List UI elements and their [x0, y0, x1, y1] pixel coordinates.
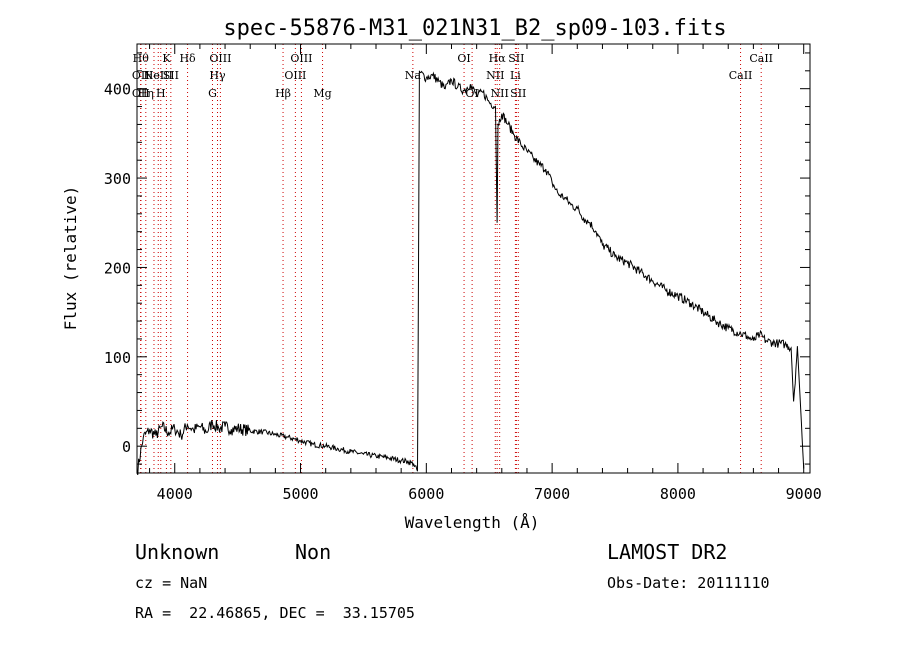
- chart-title: spec-55876-M31_021N31_B2_sp09-103.fits: [223, 16, 726, 41]
- x-axis-label: Wavelength (Å): [405, 513, 540, 532]
- line-label-1: OII: [132, 69, 150, 82]
- line-label-22: NII: [491, 87, 509, 100]
- y-tick-label-400: 400: [104, 81, 131, 99]
- line-label-10: G: [208, 87, 217, 100]
- spectral-line-markers: [140, 44, 762, 473]
- line-label-0: Hθ: [133, 52, 150, 65]
- y-axis-label: Flux (relative): [61, 186, 80, 331]
- redshift-cz: cz = NaN: [135, 574, 208, 592]
- y-tick-label-100: 100: [104, 349, 131, 367]
- line-label-4: HeI: [144, 69, 164, 82]
- line-label-17: Na: [405, 69, 422, 82]
- line-label-11: Hγ: [209, 69, 226, 82]
- line-label-16: Mg: [313, 87, 331, 100]
- plot-frame: [136, 43, 811, 474]
- line-label-21: Hα: [489, 52, 507, 65]
- line-label-7: K: [162, 52, 171, 65]
- line-label-5: NeIII: [144, 69, 173, 82]
- line-label-23: Li: [510, 69, 521, 82]
- line-label-15: OIII: [290, 52, 312, 65]
- line-label-25: SII: [510, 87, 526, 100]
- coordinates: RA = 22.46865, DEC = 33.15705: [135, 604, 415, 622]
- line-label-27: CaII: [749, 52, 773, 65]
- x-axis-ticks: 4000 5000 6000 7000 8000 9000: [149, 44, 822, 503]
- line-label-2: OII: [132, 87, 150, 100]
- y-axis-ticks: 0 100 200 300 400: [104, 52, 810, 465]
- observation-date: Obs-Date: 20111110: [607, 574, 770, 592]
- line-label-14: OIII: [284, 69, 306, 82]
- line-label-18: OI: [457, 52, 470, 65]
- x-tick-label-8000: 8000: [660, 485, 696, 503]
- x-tick-label-7000: 7000: [534, 485, 570, 503]
- x-tick-label-6000: 6000: [408, 485, 444, 503]
- line-label-20: NII: [486, 69, 504, 82]
- survey-name: LAMOST DR2: [607, 540, 728, 564]
- spectrum-line: [136, 70, 805, 476]
- x-tick-label-5000: 5000: [282, 485, 318, 503]
- line-label-9: Hδ: [179, 52, 196, 65]
- line-label-26: CaII: [729, 69, 753, 82]
- line-label-24: SII: [508, 52, 524, 65]
- y-tick-label-0: 0: [122, 438, 131, 456]
- x-tick-label-9000: 9000: [786, 485, 822, 503]
- object-class: Unknown: [135, 540, 220, 564]
- spectral-line-labels: HθOIIOIIHηHeINeIIIHKSIIHδGHγOIIIHβOIIIOI…: [132, 52, 773, 100]
- line-label-12: OIII: [209, 52, 231, 65]
- line-label-3: Hη: [138, 87, 154, 100]
- y-tick-label-200: 200: [104, 259, 131, 277]
- object-subclass: Non: [295, 540, 332, 564]
- line-label-13: Hβ: [275, 87, 291, 100]
- y-tick-label-300: 300: [104, 170, 131, 188]
- line-label-6: H: [156, 87, 166, 100]
- line-label-8: SII: [163, 69, 179, 82]
- x-tick-label-4000: 4000: [157, 485, 193, 503]
